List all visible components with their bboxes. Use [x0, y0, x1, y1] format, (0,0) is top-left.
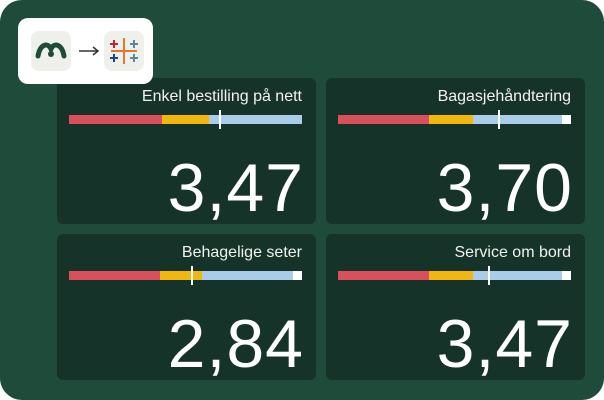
kpi-value: 2,84 — [167, 306, 304, 382]
kpi-card: Bagasjehåndtering 3,70 — [326, 78, 585, 224]
bar-segment — [69, 271, 160, 280]
bar-segment — [561, 271, 571, 280]
surveymonkey-logo-dot — [48, 51, 54, 57]
card-title: Enkel bestilling på nett — [141, 88, 302, 105]
bar-segment — [338, 115, 429, 124]
bar-segment — [69, 115, 163, 124]
mean-marker — [191, 266, 194, 285]
mean-marker — [219, 110, 222, 129]
bar-segment — [428, 271, 474, 280]
integration-badge — [18, 18, 153, 84]
kpi-card: Service om bord 3,47 — [326, 234, 585, 380]
distribution-bar — [338, 110, 571, 129]
distribution-bar — [338, 266, 571, 285]
tableau-logo — [110, 38, 138, 64]
bar-segment — [561, 115, 571, 124]
bar-segment — [201, 271, 293, 280]
bar-segment — [428, 115, 474, 124]
bar-segment — [292, 271, 302, 280]
bar-segment — [473, 271, 562, 280]
card-title: Bagasjehåndtering — [437, 88, 571, 105]
kpi-card: Enkel bestilling på nett 3,47 — [57, 78, 316, 224]
logos — [31, 31, 144, 71]
kpi-value: 3,47 — [167, 150, 304, 226]
kpi-value: 3,70 — [436, 150, 573, 226]
bar-segment — [159, 271, 202, 280]
bar-segment — [338, 271, 429, 280]
distribution-bar — [69, 110, 302, 129]
surveymonkey-logo — [35, 42, 67, 59]
distribution-bar — [69, 266, 302, 285]
mean-marker — [488, 266, 491, 285]
bar-segment — [473, 115, 562, 124]
mean-marker — [497, 110, 500, 129]
kpi-value: 3,47 — [436, 306, 573, 382]
bar-segment — [162, 115, 209, 124]
bar-segment — [208, 115, 302, 124]
arrow-head — [92, 46, 100, 56]
kpi-card: Behagelige seter 2,84 — [57, 234, 316, 380]
card-title: Service om bord — [454, 244, 572, 261]
card-title: Behagelige seter — [181, 244, 302, 261]
